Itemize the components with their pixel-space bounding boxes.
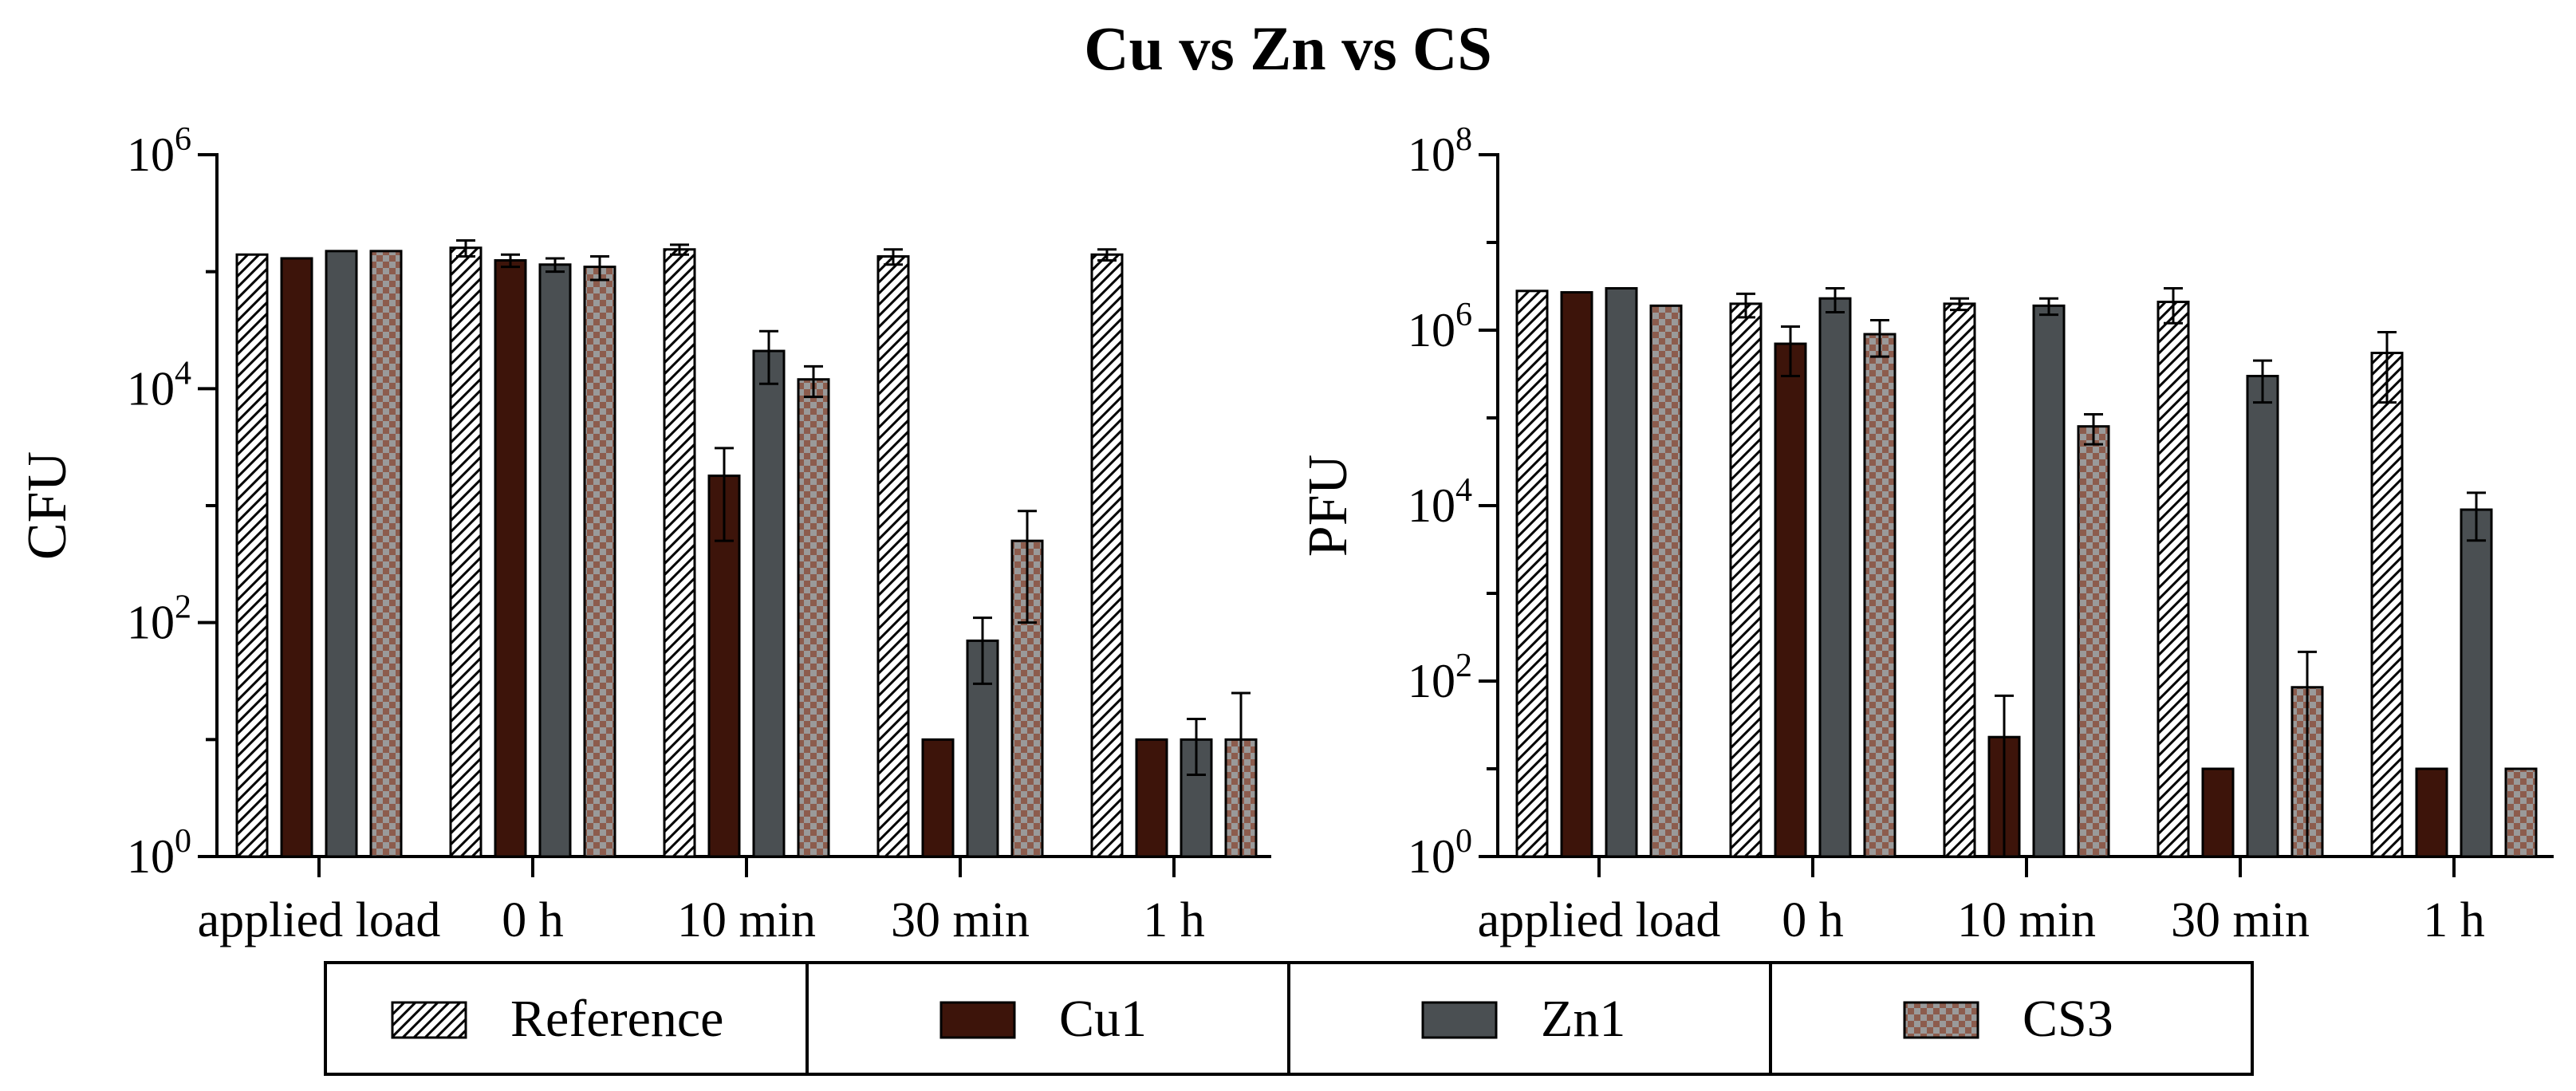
bar <box>369 250 403 858</box>
x-tick-label: 1 h <box>2423 893 2485 947</box>
bar <box>1560 291 1593 858</box>
x-tick-label: 1 h <box>1143 893 1205 947</box>
x-tick-label: 0 h <box>502 893 564 947</box>
bar <box>449 246 483 858</box>
bar <box>1605 287 1638 858</box>
legend-swatch <box>391 1001 467 1039</box>
bar <box>2504 767 2538 858</box>
y-tick-label: 108 <box>1408 121 1472 181</box>
bar <box>235 253 269 858</box>
legend-label: CS3 <box>2023 990 2113 1048</box>
bar <box>2032 304 2066 858</box>
legend-swatch <box>1903 1001 1979 1039</box>
pfu-chart: 100 102 104 106 108 PFU applied load 0 h 10 min 3… <box>1298 121 2554 947</box>
legend-label: Cu1 <box>1059 990 1147 1048</box>
bar <box>2415 767 2448 858</box>
bar <box>538 263 572 858</box>
y-tick-label: 102 <box>127 589 191 649</box>
bar <box>2077 425 2110 858</box>
bar <box>1863 333 1897 858</box>
bar <box>1090 253 1124 858</box>
y-tick-label: 100 <box>127 823 191 883</box>
x-tick-label: 30 min <box>2171 893 2310 947</box>
legend-label: Zn1 <box>1541 990 1625 1048</box>
y-tick-label: 106 <box>127 121 191 181</box>
cfu-chart: 100 102 104 106 CFU applied load 0 h 10 min 30 m… <box>17 121 1271 947</box>
y-tick-label: 102 <box>1408 648 1472 707</box>
legend: Reference Cu1 Zn1 CS3 <box>324 961 2254 1076</box>
bar <box>2246 375 2279 858</box>
bar <box>2370 352 2404 858</box>
bar <box>797 378 830 858</box>
bar <box>494 258 527 858</box>
bar <box>2460 508 2493 858</box>
bar <box>2201 767 2235 858</box>
bar <box>280 257 313 858</box>
x-tick-label: applied load <box>198 893 441 947</box>
x-tick-label: 10 min <box>677 893 816 947</box>
bar <box>1943 302 1976 858</box>
bar <box>1818 297 1852 858</box>
bar <box>876 255 910 858</box>
y-tick-label: 104 <box>127 355 191 415</box>
chart-title: Cu vs Zn vs CS <box>1084 14 1492 83</box>
bar <box>1515 289 1549 858</box>
bar <box>1135 738 1168 858</box>
bar <box>1729 302 1763 858</box>
x-tick-label: 0 h <box>1782 893 1844 947</box>
y-axis-label: PFU <box>1298 455 1359 557</box>
legend-swatch <box>1421 1001 1498 1039</box>
y-tick-label: 106 <box>1408 297 1472 356</box>
y-axis-label: CFU <box>17 451 78 560</box>
x-tick-label: 10 min <box>1957 893 2096 947</box>
bar <box>325 250 358 858</box>
bar <box>1649 304 1683 858</box>
bar <box>2157 301 2190 858</box>
y-tick-label: 100 <box>1408 823 1472 883</box>
x-tick-label: 30 min <box>891 893 1030 947</box>
bar <box>583 266 616 858</box>
y-tick-label: 104 <box>1408 472 1472 532</box>
legend-label: Reference <box>510 990 723 1048</box>
bar <box>1774 342 1807 858</box>
bar <box>663 248 696 858</box>
x-tick-label: applied load <box>1478 893 1721 947</box>
bar <box>752 349 786 858</box>
bar <box>921 738 955 858</box>
legend-swatch <box>939 1001 1016 1039</box>
